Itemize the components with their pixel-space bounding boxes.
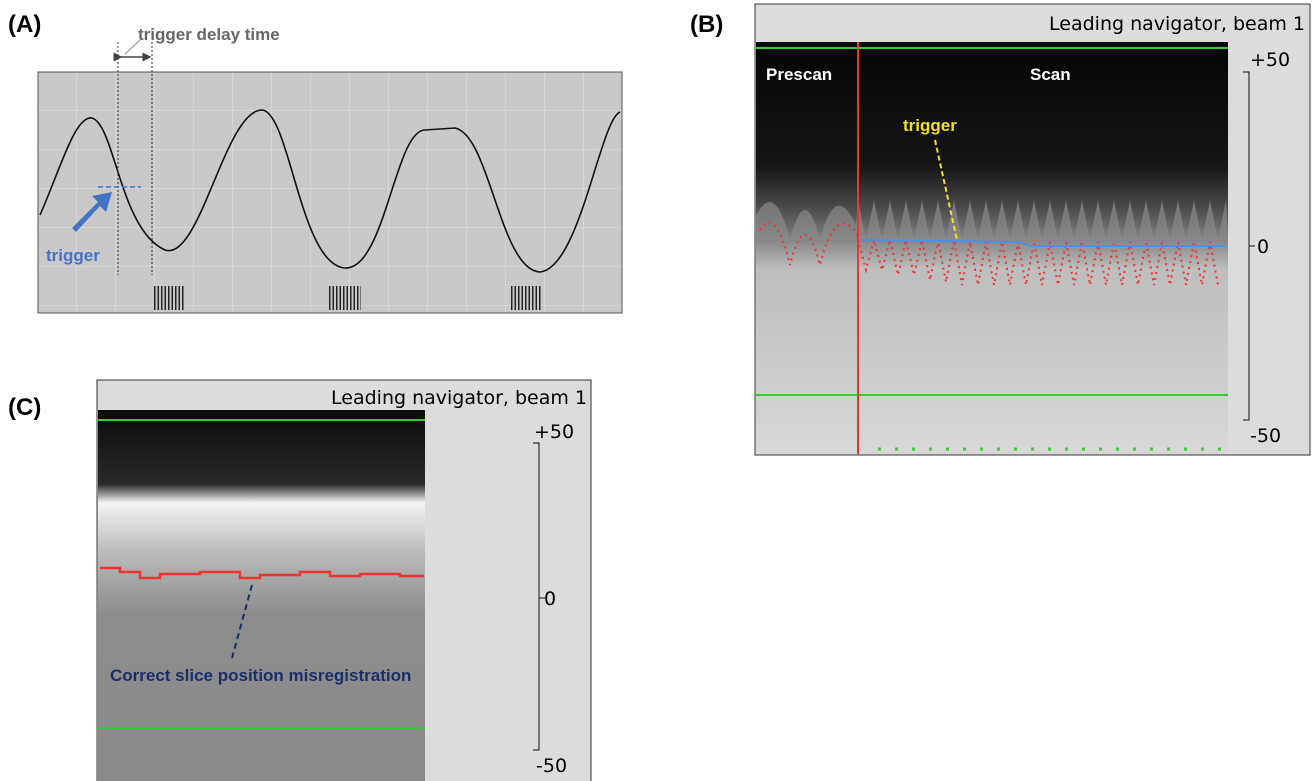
- region-label: Prescan: [766, 65, 832, 84]
- trigger-label: trigger: [46, 246, 100, 265]
- note: Correct slice position misregistration: [110, 666, 411, 685]
- scale-axis: [1243, 71, 1255, 421]
- leader: [231, 584, 253, 659]
- detected-edge: [100, 566, 424, 580]
- scale-label: +50: [1250, 49, 1290, 71]
- region-label: Scan: [1030, 65, 1071, 84]
- leader: [934, 139, 958, 241]
- acquisition: [329, 286, 361, 310]
- waveform: [39, 109, 621, 273]
- panel-label: (A): [8, 11, 41, 38]
- scale-label: 0: [1257, 236, 1269, 258]
- respiratory-signal: [756, 200, 1228, 240]
- scale-axis: [533, 442, 545, 751]
- detected-edge: [759, 221, 1219, 286]
- acquisition: [510, 286, 542, 310]
- trigger-arrow: [72, 192, 112, 232]
- plot-box: [37, 71, 623, 314]
- delay-label: trigger delay time: [138, 25, 280, 44]
- acquisition: [152, 286, 184, 310]
- navigator-title: Leading navigator, beam 1: [1049, 13, 1305, 35]
- panel-c: (C) Leading navigator, beam 1 Correct sl…: [8, 379, 592, 781]
- trigger-level: [861, 239, 1226, 247]
- leader: [124, 39, 141, 55]
- scale-label: -50: [1250, 425, 1281, 447]
- navigator-image: [756, 42, 1228, 454]
- navigator-title: Leading navigator, beam 1: [331, 387, 587, 409]
- panel-b: (B) Leading navigator, beam 1 Prescan Sc…: [690, 3, 1311, 456]
- scale-label: -50: [536, 755, 567, 777]
- scale-label: +50: [534, 421, 574, 443]
- panel-a: (A) trigger delay time trigger: [8, 11, 623, 314]
- navigator-image: [98, 410, 425, 781]
- trigger-label: trigger: [903, 116, 957, 135]
- scale-label: 0: [544, 588, 556, 610]
- panel-label: (B): [690, 11, 723, 38]
- panel-label: (C): [8, 394, 41, 421]
